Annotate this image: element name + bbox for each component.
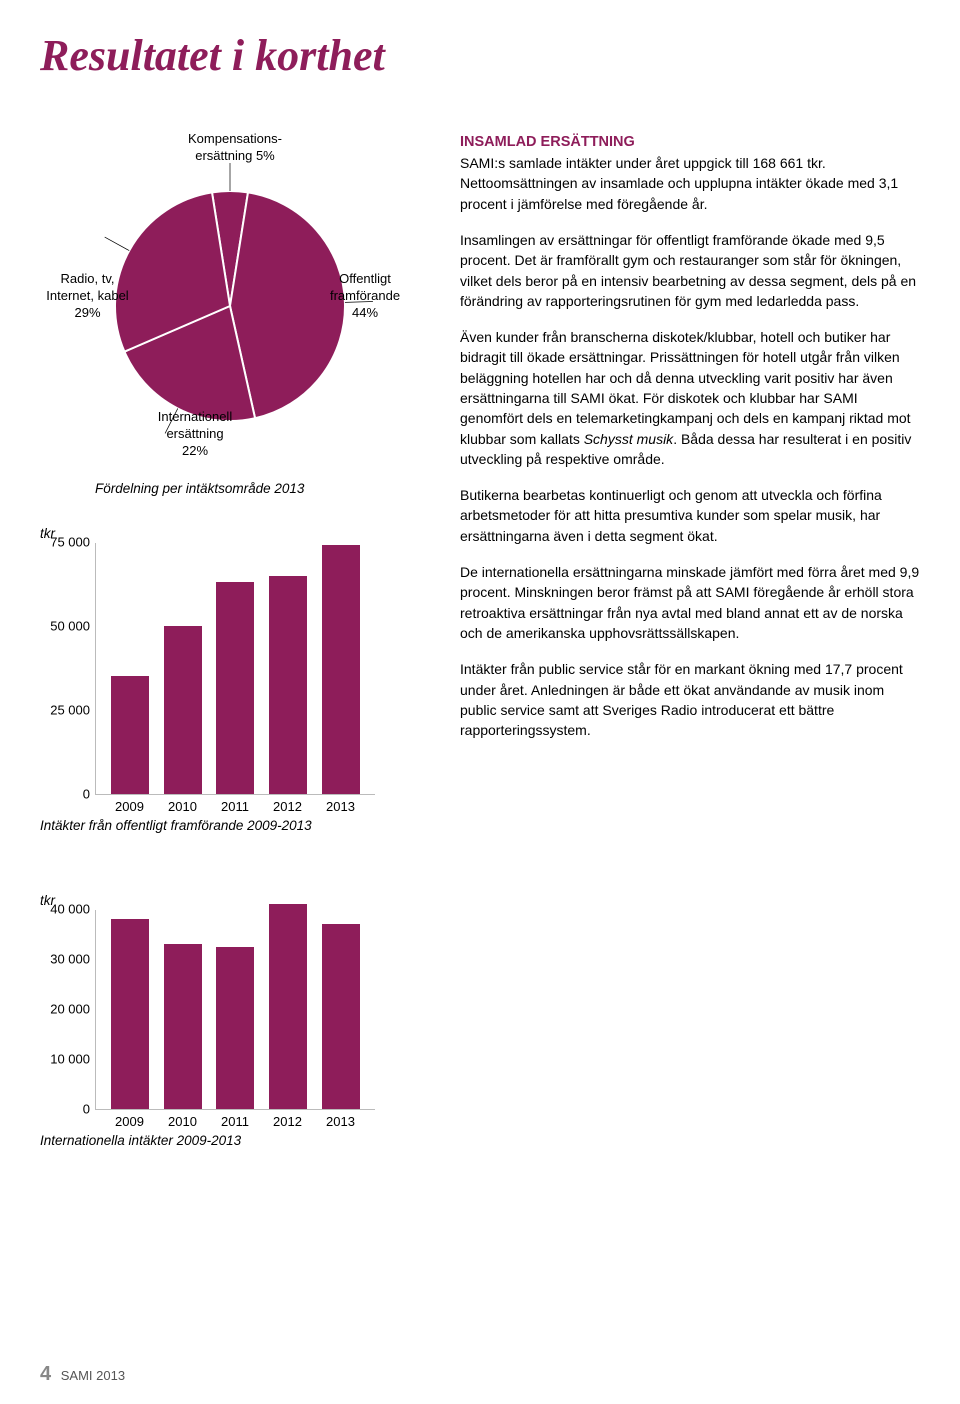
pie-label-offentligt: Offentligtframförande44% xyxy=(320,271,410,322)
footer-doc: SAMI 2013 xyxy=(61,1368,125,1383)
body-p2: Insamlingen av ersättningar för offentli… xyxy=(460,230,920,311)
bar1-caption: Intäkter från offentligt framförande 200… xyxy=(40,818,400,833)
x-label: 2012 xyxy=(273,1114,302,1129)
y-tick: 40 000 xyxy=(50,902,96,917)
x-label: 2011 xyxy=(221,1114,249,1129)
body-p3em: Schysst musik xyxy=(584,431,673,447)
body-p6: Intäkter från public service står för en… xyxy=(460,659,920,740)
x-label: 2013 xyxy=(326,1114,355,1129)
x-label: 2012 xyxy=(273,799,302,814)
bar2-plot: 40 00030 00020 00010 0000 xyxy=(95,910,375,1110)
bar-chart-1: tkr 75 00050 00025 0000 2009201020112012… xyxy=(40,526,400,833)
y-tick: 30 000 xyxy=(50,952,96,967)
bar xyxy=(269,904,307,1109)
x-label: 2009 xyxy=(115,799,144,814)
y-tick: 0 xyxy=(83,1102,96,1117)
left-column: Kompensations-ersättning 5% Radio, tv,In… xyxy=(40,131,430,1148)
y-tick: 25 000 xyxy=(50,703,96,718)
bar1-xlabels: 2009 2010 2011 2012 2013 xyxy=(95,795,375,814)
bar-chart-2: tkr 40 00030 00020 00010 0000 2009201020… xyxy=(40,893,400,1148)
x-label: 2010 xyxy=(168,1114,197,1129)
page-title: Resultatet i korthet xyxy=(40,30,920,81)
y-tick: 75 000 xyxy=(50,535,96,550)
pie-label-radio: Radio, tv,Internet, kabel29% xyxy=(40,271,135,322)
bar xyxy=(164,944,202,1109)
bar1-plot: 75 00050 00025 0000 xyxy=(95,543,375,795)
bar xyxy=(111,919,149,1109)
body-p3a: Även kunder från branscherna diskotek/kl… xyxy=(460,329,911,446)
page-number: 4 xyxy=(40,1363,51,1385)
bar xyxy=(111,676,149,794)
pie-label-internationell: Internationellersättning22% xyxy=(140,409,250,460)
x-label: 2010 xyxy=(168,799,197,814)
body-p4: Butikerna bearbetas kontinuerligt och ge… xyxy=(460,485,920,546)
y-tick: 10 000 xyxy=(50,1052,96,1067)
body-p1: INSAMLAD ERSÄTTNING SAMI:s samlade intäkt… xyxy=(460,131,920,214)
body-p1-text: SAMI:s samlade intäkter under året uppgi… xyxy=(460,155,898,212)
bar2-bars xyxy=(96,910,375,1109)
y-tick: 50 000 xyxy=(50,619,96,634)
pie-label-kompensation: Kompensations-ersättning 5% xyxy=(170,131,300,165)
pie-leader xyxy=(105,237,130,250)
bar xyxy=(216,582,254,794)
bar xyxy=(322,545,360,794)
y-tick: 0 xyxy=(83,787,96,802)
body-heading: INSAMLAD ERSÄTTNING xyxy=(460,134,635,150)
body-p5: De internationella ersättningarna minska… xyxy=(460,562,920,643)
bar xyxy=(164,626,202,794)
x-label: 2009 xyxy=(115,1114,144,1129)
content-row: Kompensations-ersättning 5% Radio, tv,In… xyxy=(40,131,920,1148)
footer: 4 SAMI 2013 xyxy=(40,1363,125,1386)
bar1-bars xyxy=(96,543,375,794)
bar xyxy=(322,924,360,1109)
bar xyxy=(269,576,307,794)
pie-chart: Kompensations-ersättning 5% Radio, tv,In… xyxy=(40,131,400,451)
pie-caption: Fördelning per intäktsområde 2013 xyxy=(95,481,430,496)
y-tick: 20 000 xyxy=(50,1002,96,1017)
bar2-caption: Internationella intäkter 2009-2013 xyxy=(40,1133,400,1148)
x-label: 2013 xyxy=(326,799,355,814)
body-p3: Även kunder från branscherna diskotek/kl… xyxy=(460,327,920,469)
bar2-xlabels: 2009 2010 2011 2012 2013 xyxy=(95,1110,375,1129)
right-column: INSAMLAD ERSÄTTNING SAMI:s samlade intäkt… xyxy=(460,131,920,1148)
x-label: 2011 xyxy=(221,799,249,814)
bar xyxy=(216,947,254,1110)
